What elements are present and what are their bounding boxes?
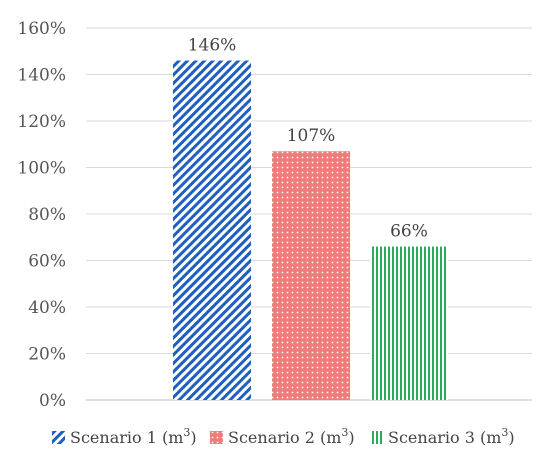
legend-item-scenario-1: Scenario 1 (m3) bbox=[52, 426, 197, 447]
y-tick-label: 20% bbox=[28, 345, 66, 365]
y-tick-label: 140% bbox=[17, 66, 66, 86]
y-tick-label: 40% bbox=[28, 298, 66, 318]
data-label-scenario-2: 107% bbox=[287, 126, 336, 146]
legend: Scenario 1 (m3) Scenario 2 (m3) Scenario… bbox=[52, 426, 515, 447]
legend-unit-scenario-3: m bbox=[486, 428, 501, 447]
legend-label-scenario-1: Scenario 1 bbox=[70, 428, 157, 447]
data-label-scenario-1: 146% bbox=[188, 36, 237, 56]
data-label-scenario-3: 66% bbox=[390, 222, 428, 242]
legend-sup-scenario-1: 3 bbox=[183, 426, 190, 439]
data-labels: 146% 107% 66% bbox=[188, 36, 428, 242]
y-tick-label: 0% bbox=[39, 391, 66, 411]
bar-scenario-2 bbox=[272, 151, 350, 400]
legend-text-scenario-1: Scenario 1 (m3) bbox=[70, 426, 197, 447]
legend-sup-scenario-2: 3 bbox=[341, 426, 348, 439]
legend-unit-scenario-1: m bbox=[168, 428, 183, 447]
legend-swatch-scenario-1 bbox=[52, 431, 65, 444]
legend-sup-scenario-3: 3 bbox=[501, 426, 508, 439]
legend-label-scenario-2: Scenario 2 bbox=[228, 428, 315, 447]
legend-swatch-scenario-3 bbox=[370, 431, 383, 444]
bars bbox=[173, 60, 448, 401]
y-tick-label: 60% bbox=[28, 252, 66, 272]
y-axis: 0% 20% 40% 60% 80% 100% 120% 140% 160% bbox=[17, 19, 66, 411]
y-tick-label: 120% bbox=[17, 112, 66, 132]
legend-swatch-scenario-2 bbox=[210, 431, 223, 444]
y-tick-label: 160% bbox=[17, 19, 66, 39]
bar-scenario-3 bbox=[370, 246, 448, 400]
legend-unit-scenario-2: m bbox=[326, 428, 341, 447]
legend-text-scenario-2: Scenario 2 (m3) bbox=[228, 426, 355, 447]
legend-label-scenario-3: Scenario 3 bbox=[388, 428, 475, 447]
y-tick-label: 80% bbox=[28, 205, 66, 225]
y-tick-label: 100% bbox=[17, 159, 66, 179]
legend-text-scenario-3: Scenario 3 (m3) bbox=[388, 426, 515, 447]
legend-item-scenario-2: Scenario 2 (m3) bbox=[210, 426, 355, 447]
bar-scenario-1 bbox=[173, 60, 251, 401]
legend-item-scenario-3: Scenario 3 (m3) bbox=[370, 426, 515, 447]
